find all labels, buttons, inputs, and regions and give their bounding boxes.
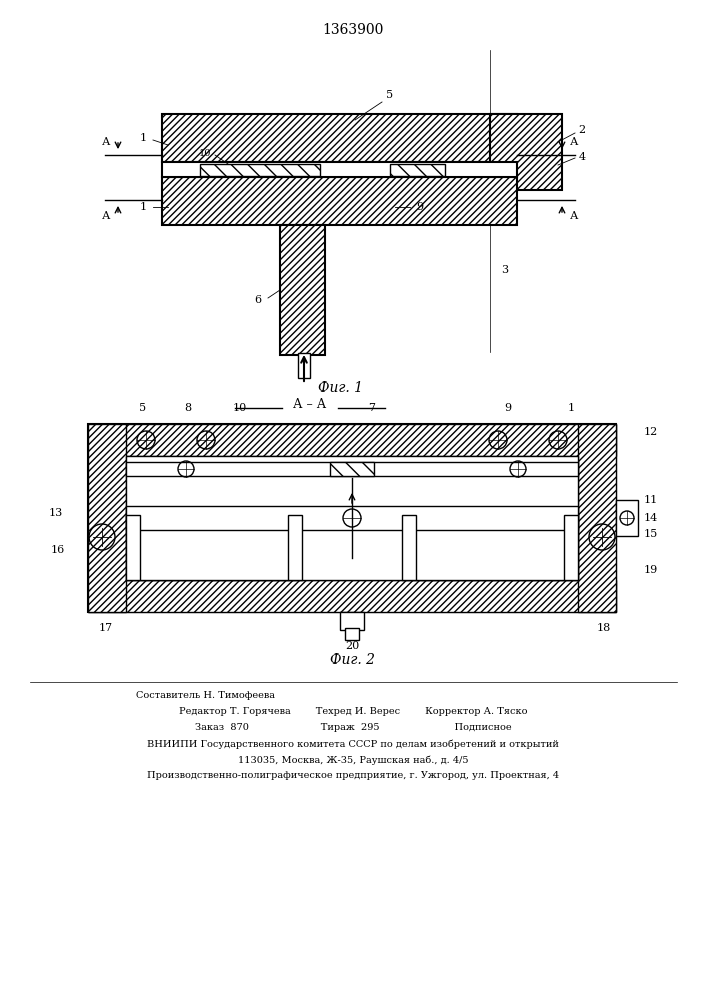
Text: А – А: А – А (293, 398, 327, 412)
Bar (126, 462, 578, 476)
Text: А: А (570, 211, 578, 221)
Bar (616, 500, 638, 536)
Text: Заказ  870                       Тираж  295                        Подписное: Заказ 870 Тираж 295 Подписное (194, 724, 511, 732)
Bar (200, 164, 320, 176)
Text: А: А (102, 211, 110, 221)
Bar (162, 162, 517, 177)
Text: 8: 8 (185, 403, 192, 413)
Text: Производственно-полиграфическое предприятие, г. Ужгород, ул. Проектная, 4: Производственно-полиграфическое предприя… (147, 772, 559, 780)
Text: 18: 18 (597, 623, 611, 633)
Text: 20: 20 (345, 641, 359, 651)
Bar (88, 424, 126, 612)
Text: А: А (102, 137, 110, 147)
Bar (578, 424, 616, 612)
Text: Редактор Т. Горячева        Техред И. Верес        Корректор А. Тяско: Редактор Т. Горячева Техред И. Верес Кор… (179, 708, 527, 716)
Bar (298, 353, 310, 378)
Bar (330, 462, 374, 476)
Text: 2: 2 (578, 125, 585, 135)
Text: 19: 19 (644, 565, 658, 575)
Text: 1363900: 1363900 (322, 23, 384, 37)
Text: ВНИИПИ Государственного комитета СССР по делам изобретений и открытий: ВНИИПИ Государственного комитета СССР по… (147, 739, 559, 749)
Bar (162, 114, 517, 162)
Text: Составитель Н. Тимофеева: Составитель Н. Тимофеева (136, 692, 274, 700)
Bar (340, 612, 364, 630)
Text: 1: 1 (139, 133, 146, 143)
Text: 4: 4 (578, 152, 585, 162)
Text: 7: 7 (368, 403, 375, 413)
Text: 1: 1 (568, 403, 575, 413)
Text: 11: 11 (644, 495, 658, 505)
Text: 113035, Москва, Ж-35, Раушская наб., д. 4/5: 113035, Москва, Ж-35, Раушская наб., д. … (238, 755, 468, 765)
Bar (126, 515, 140, 580)
Text: 17: 17 (99, 623, 113, 633)
Bar (564, 515, 578, 580)
Text: 14: 14 (644, 513, 658, 523)
Bar (88, 424, 616, 612)
Text: 9: 9 (504, 403, 512, 413)
Text: 10: 10 (199, 148, 211, 157)
Bar (126, 456, 578, 580)
Text: А: А (570, 137, 578, 147)
Bar (288, 515, 302, 580)
Text: 16: 16 (51, 545, 65, 555)
Text: 13: 13 (49, 508, 63, 518)
Text: 6: 6 (255, 295, 262, 305)
Bar (402, 515, 416, 580)
Bar (88, 580, 616, 612)
Bar (345, 628, 359, 640)
Text: Фиг. 1: Фиг. 1 (317, 381, 363, 395)
Text: 1: 1 (139, 202, 146, 212)
Bar (490, 114, 562, 190)
Text: 3: 3 (501, 265, 508, 275)
Text: 15: 15 (644, 529, 658, 539)
Text: 5: 5 (387, 90, 394, 100)
Text: 12: 12 (644, 427, 658, 437)
Bar (88, 424, 616, 456)
Text: 9: 9 (416, 202, 423, 212)
Bar (416, 488, 564, 580)
Bar (126, 506, 578, 530)
Text: Фиг. 2: Фиг. 2 (329, 653, 375, 667)
Bar (140, 488, 288, 580)
Text: 5: 5 (139, 403, 146, 413)
Bar (280, 225, 325, 355)
Text: 10: 10 (233, 403, 247, 413)
Bar (162, 177, 517, 225)
Bar (390, 164, 445, 176)
